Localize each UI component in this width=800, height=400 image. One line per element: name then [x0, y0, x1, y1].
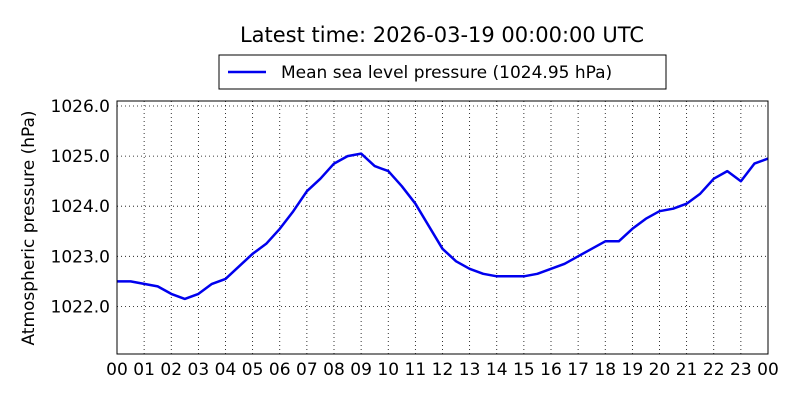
y-axis-label: Atmospheric pressure (hPa)	[19, 110, 39, 345]
x-tick-label: 17	[567, 360, 589, 380]
x-tick-label: 09	[350, 360, 372, 380]
x-tick-label: 21	[676, 360, 698, 380]
x-tick-label: 23	[730, 360, 752, 380]
x-tick-label: 12	[432, 360, 454, 380]
x-tick-label: 13	[459, 360, 481, 380]
x-tick-label: 08	[323, 360, 345, 380]
plot-frame	[116, 100, 769, 355]
x-tick-label: 02	[160, 360, 182, 380]
y-tick-label: 1024.0	[51, 197, 110, 217]
x-tick-label: 14	[486, 360, 508, 380]
x-tick-label: 11	[405, 360, 427, 380]
x-tick-label: 16	[540, 360, 562, 380]
x-tick-label: 15	[513, 360, 535, 380]
x-tick-label: 10	[377, 360, 399, 380]
legend-label: Mean sea level pressure (1024.95 hPa)	[281, 63, 612, 83]
grid	[117, 101, 768, 354]
x-tick-labels: 00 01 02 03 04 05 06 07 08 09 10 11 12 13 14 15 16 17 18 19…	[106, 360, 779, 380]
y-tick-labels: 1022.0 1023.0 1024.0 1025.0 1026.0	[51, 97, 110, 317]
x-tick-label: 04	[215, 360, 237, 380]
x-tick-label: 00	[106, 360, 128, 380]
y-tick-label: 1025.0	[51, 147, 110, 167]
x-tick-label: 22	[703, 360, 725, 380]
y-tick-label: 1022.0	[51, 297, 110, 317]
y-tick-label: 1026.0	[51, 97, 110, 117]
x-tick-label: 18	[594, 360, 616, 380]
legend-box	[218, 54, 667, 90]
x-tick-label: 00	[757, 360, 779, 380]
series-line-mean-sea-level-pressure	[117, 152, 769, 301]
chart-title: Latest time: 2026-03-19 00:00:00 UTC	[240, 23, 644, 47]
x-tick-label: 03	[188, 360, 210, 380]
y-tick-label: 1023.0	[51, 247, 110, 267]
x-tick-label: 05	[242, 360, 264, 380]
x-tick-label: 01	[133, 360, 155, 380]
x-tick-label: 07	[296, 360, 318, 380]
legend: Mean sea level pressure (1024.95 hPa)	[218, 54, 667, 90]
x-tick-label: 06	[269, 360, 291, 380]
x-tick-label: 19	[622, 360, 644, 380]
x-tick-label: 20	[649, 360, 671, 380]
